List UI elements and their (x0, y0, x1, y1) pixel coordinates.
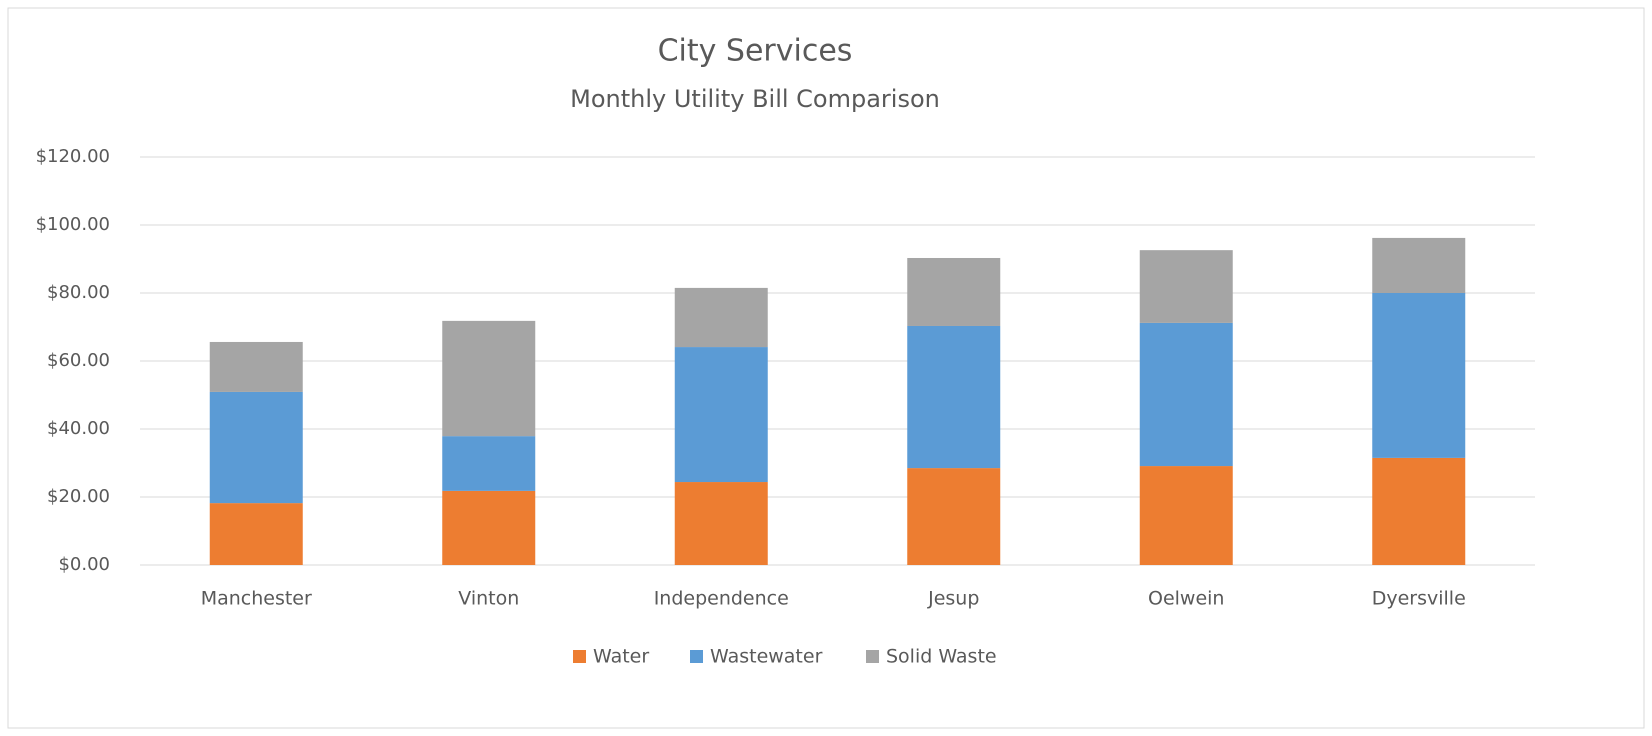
legend-label: Water (593, 646, 649, 668)
bar-segment (1139, 322, 1233, 467)
bar-segment (442, 320, 536, 437)
bar-segment (1139, 250, 1233, 323)
y-tick-label: $120.00 (36, 146, 110, 167)
bar-segment (209, 391, 303, 504)
bar-segment (1372, 457, 1466, 565)
legend-swatch (690, 650, 703, 663)
bar-segment (907, 325, 1001, 469)
chart-subtitle: Monthly Utility Bill Comparison (570, 85, 940, 113)
x-tick-label: Manchester (201, 588, 312, 610)
bar-segment (1372, 293, 1466, 458)
y-tick-label: $80.00 (47, 282, 110, 303)
bar-segment (907, 257, 1001, 326)
x-tick-label: Jesup (927, 588, 979, 610)
bar-segment (1139, 466, 1233, 565)
y-tick-label: $100.00 (36, 214, 110, 235)
chart-title: City Services (658, 34, 853, 69)
x-tick-label: Dyersville (1372, 588, 1466, 610)
bar-segment (209, 341, 303, 392)
legend-label: Solid Waste (886, 646, 997, 668)
legend-label: Wastewater (710, 646, 823, 668)
bar-segment (442, 436, 536, 491)
y-tick-label: $60.00 (47, 350, 110, 371)
bar-segment (442, 490, 536, 565)
legend-swatch (866, 650, 879, 663)
y-tick-label: $40.00 (47, 418, 110, 439)
bar-segment (1372, 237, 1466, 293)
bar-segment (907, 468, 1001, 565)
bar-segment (674, 347, 768, 483)
legend-swatch (573, 650, 586, 663)
x-tick-label: Vinton (458, 588, 519, 610)
bar-segment (209, 503, 303, 565)
y-tick-label: $0.00 (58, 554, 110, 575)
bar-segment (674, 287, 768, 348)
bar-segment (674, 482, 768, 565)
y-tick-label: $20.00 (47, 486, 110, 507)
x-tick-label: Independence (654, 588, 789, 610)
x-tick-label: Oelwein (1148, 588, 1224, 610)
